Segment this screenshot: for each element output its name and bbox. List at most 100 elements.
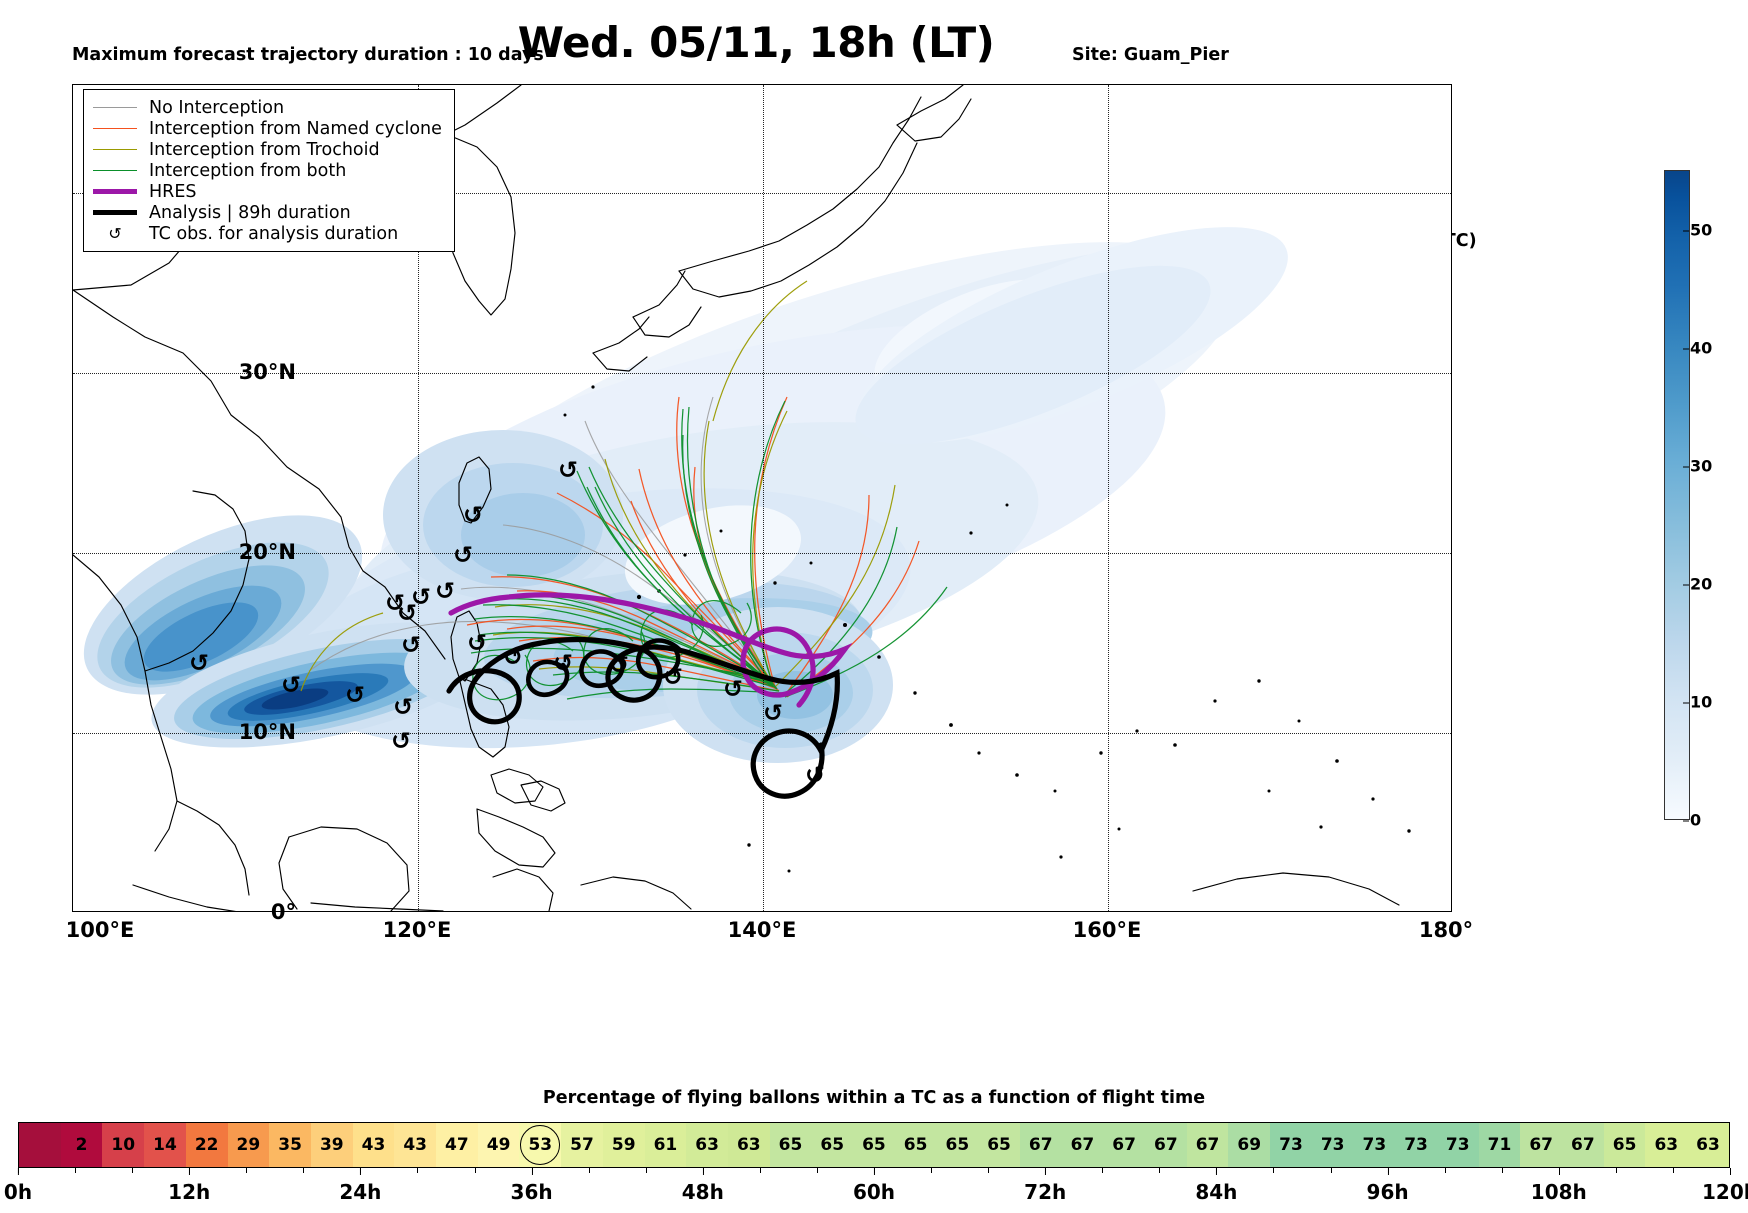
tc-obs-marker: ↺ [557, 456, 579, 484]
percentage-axis-minor-tick [1330, 1168, 1332, 1173]
percentage-bar[interactable]: 2 10 14 22 29 35 39 43 43 47 49 53 57 59 61 63 63 65 65 65 6… [18, 1122, 1730, 1168]
percentage-bar-axis: 0h 12h 24h 36h 48h 60h 72h 84h 96h 108h 120h [4, 1168, 1748, 1212]
legend-label-tc-obs: TC obs. for analysis duration [149, 223, 399, 244]
map-graphics [73, 85, 1411, 911]
percentage-cell[interactable]: 63 [1687, 1123, 1729, 1167]
percentage-cell[interactable]: 67 [1061, 1123, 1104, 1167]
percentage-axis-minor-tick [1102, 1168, 1104, 1173]
legend-item-analysis: Analysis | 89h duration [93, 202, 442, 223]
eps-colorbar-tick-0: 0 [1682, 810, 1702, 830]
legend-item-hres: HRES [93, 181, 442, 202]
legend-swatch-hres [93, 189, 137, 194]
percentage-cell[interactable]: 29 [227, 1123, 270, 1167]
percentage-cell[interactable]: 39 [310, 1123, 353, 1167]
percentage-cell-value: 65 [903, 1135, 928, 1155]
percentage-axis-tick: 72h [1024, 1168, 1066, 1204]
percentage-cell[interactable]: 73 [1311, 1123, 1354, 1167]
percentage-cell[interactable]: 73 [1270, 1123, 1312, 1167]
percentage-cell[interactable]: 65 [936, 1123, 979, 1167]
gridline-lon-160 [1108, 85, 1109, 911]
percentage-cell[interactable]: 43 [394, 1123, 437, 1167]
percentage-axis-minor-tick [1273, 1168, 1275, 1173]
percentage-cell[interactable]: 73 [1436, 1123, 1479, 1167]
percentage-cell-value: 43 [403, 1135, 428, 1155]
tc-obs-marker: ↺ [452, 541, 474, 569]
percentage-cell[interactable] [19, 1123, 61, 1167]
page-title: Wed. 05/11, 18h (LT) [517, 18, 995, 67]
percentage-cell[interactable]: 63 [686, 1123, 728, 1167]
percentage-cell[interactable]: 67 [1144, 1123, 1187, 1167]
map-ytick-20: 20°N [238, 540, 296, 564]
percentage-axis-tick: 48h [682, 1168, 724, 1204]
eps-colorbar-tick-50: 50 [1682, 220, 1713, 240]
percentage-cell-value: 67 [1529, 1135, 1553, 1155]
percentage-axis-minor-tick [132, 1168, 134, 1173]
percentage-cell-value: 67 [1571, 1135, 1595, 1155]
percentage-cell[interactable]: 53 [519, 1123, 562, 1167]
eps-colorbar [1664, 170, 1690, 820]
gridline-lon-140 [763, 85, 764, 911]
percentage-cell[interactable]: 73 [1353, 1123, 1396, 1167]
percentage-cell-value: 65 [987, 1135, 1011, 1155]
percentage-cell[interactable]: 35 [269, 1123, 311, 1167]
percentage-cell-value: 43 [361, 1135, 386, 1155]
map-xtick-100E: 100°E [65, 918, 135, 942]
percentage-cell-value: 49 [486, 1135, 511, 1155]
percentage-cell-value: 69 [1237, 1135, 1262, 1155]
percentage-cell-value: 73 [1362, 1135, 1387, 1155]
percentage-cell-value: 73 [1445, 1135, 1470, 1155]
percentage-cell[interactable]: 49 [477, 1123, 520, 1167]
percentage-cell-value: 22 [194, 1135, 219, 1155]
legend-item-named-cyclone: Interception from Named cyclone [93, 118, 442, 139]
percentage-cell-value: 14 [153, 1135, 177, 1155]
percentage-cell[interactable]: 63 [1645, 1123, 1688, 1167]
percentage-cell[interactable]: 59 [602, 1123, 645, 1167]
percentage-cell-value: 35 [278, 1135, 302, 1155]
percentage-cell[interactable]: 69 [1228, 1123, 1271, 1167]
percentage-cell[interactable]: 67 [1103, 1123, 1145, 1167]
percentage-cell[interactable]: 73 [1395, 1123, 1437, 1167]
percentage-cell-value: 67 [1154, 1135, 1178, 1155]
percentage-cell[interactable]: 67 [1186, 1123, 1229, 1167]
percentage-cell-value: 47 [445, 1135, 469, 1155]
percentage-cell[interactable]: 14 [144, 1123, 186, 1167]
map-ytick-10: 10°N [238, 720, 296, 744]
map-ytick-30: 30°N [238, 360, 296, 384]
percentage-cell-value: 63 [736, 1135, 761, 1155]
percentage-cell[interactable]: 22 [185, 1123, 228, 1167]
percentage-cell-value: 61 [653, 1135, 678, 1155]
legend-swatch-named-cyclone [93, 128, 137, 129]
tc-obs-marker: ↺ [722, 675, 744, 703]
percentage-cell[interactable]: 65 [811, 1123, 854, 1167]
percentage-cell[interactable]: 2 [60, 1123, 103, 1167]
map-canvas[interactable]: ↺ ↺ ↺ ↺ ↺ ↺ ↺ ↺ ↺ ↺ ↺ ↺ ↺ ↺ ↺ ↺ ↺ ↺ ↺ ↺ … [72, 84, 1452, 912]
percentage-cell[interactable]: 57 [561, 1123, 603, 1167]
percentage-axis-tick: 96h [1367, 1168, 1409, 1204]
map-xtick-180: 180° [1418, 918, 1474, 942]
tc-obs-marker: ↺ [466, 629, 488, 657]
percentage-cell[interactable]: 65 [978, 1123, 1020, 1167]
gridline-lat-20 [73, 553, 1451, 554]
percentage-cell[interactable]: 67 [1562, 1123, 1604, 1167]
percentage-cell-value: 67 [1028, 1135, 1053, 1155]
percentage-cell[interactable]: 63 [727, 1123, 770, 1167]
percentage-cell-value: 10 [111, 1135, 136, 1155]
percentage-cell[interactable]: 65 [894, 1123, 937, 1167]
eps-density-field [83, 227, 1288, 763]
percentage-cell[interactable]: 65 [1603, 1123, 1646, 1167]
map-ytick-0: 0° [270, 900, 296, 924]
percentage-cell[interactable]: 61 [644, 1123, 687, 1167]
legend-label-named-cyclone: Interception from Named cyclone [149, 118, 442, 139]
percentage-cell[interactable]: 10 [102, 1123, 145, 1167]
percentage-cell[interactable]: 71 [1478, 1123, 1521, 1167]
tc-obs-marker: ↺ [462, 501, 484, 529]
percentage-cell[interactable]: 65 [853, 1123, 895, 1167]
percentage-cell[interactable]: 67 [1019, 1123, 1062, 1167]
percentage-cell[interactable]: 43 [352, 1123, 395, 1167]
tc-obs-marker: ↺ [344, 681, 366, 709]
map-xtick-160E: 160°E [1072, 918, 1142, 942]
percentage-cell[interactable]: 67 [1520, 1123, 1563, 1167]
percentage-cell[interactable]: 47 [436, 1123, 478, 1167]
percentage-cell[interactable]: 65 [769, 1123, 812, 1167]
tc-obs-marker: ↺ [552, 649, 574, 677]
